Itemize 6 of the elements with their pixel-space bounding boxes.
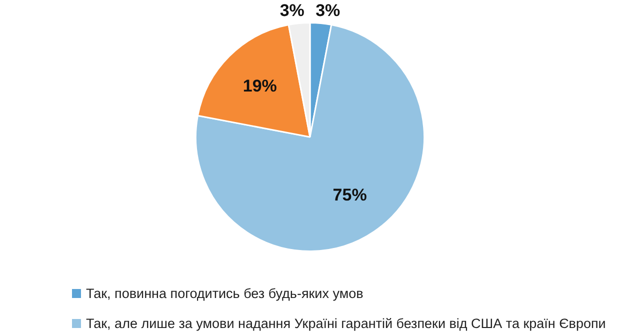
data-label: 75% xyxy=(332,185,367,204)
data-label: 19% xyxy=(242,76,277,96)
data-label: 3% xyxy=(280,1,304,20)
legend-label: Так, повинна погодитись без будь-яких умов xyxy=(86,286,364,300)
data-label: 3% xyxy=(316,1,340,20)
legend-label: Так, але лише за умови надання Україні гарантій безпеки від США та країн Європи xyxy=(86,316,606,330)
